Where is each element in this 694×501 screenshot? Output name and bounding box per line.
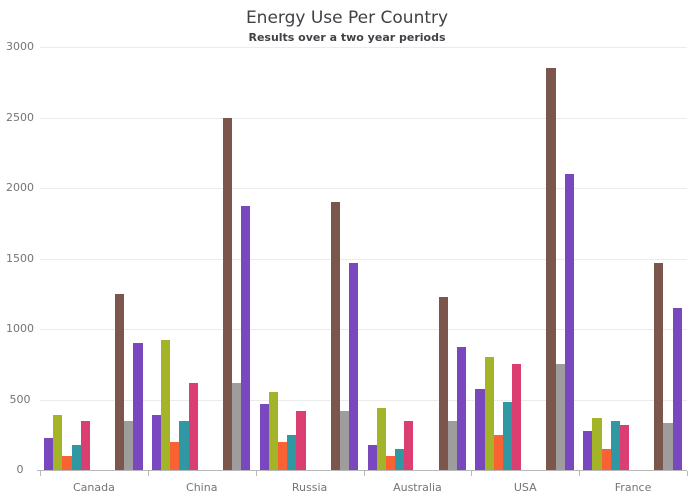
bar-france-teal: [610, 420, 620, 470]
y-axis-label-3000: 3000: [6, 40, 34, 53]
bar-usa-gray: [555, 364, 565, 470]
y-axis-label-1000: 1000: [6, 322, 34, 335]
bar-france-purple-b: [672, 307, 682, 470]
x-axis-tick: [255, 471, 257, 476]
bar-canada-pink: [80, 420, 90, 470]
bar-canada-brown: [115, 293, 125, 470]
x-axis-tick: [147, 471, 149, 476]
y-axis-label-1500: 1500: [6, 251, 34, 265]
y-axis-label-0: 0: [16, 463, 24, 476]
x-axis-line: [37, 470, 687, 471]
bar-usa-pink: [512, 364, 522, 470]
gridline-500: [40, 399, 687, 401]
bar-canada-orange: [62, 455, 72, 470]
y-axis-label-2000: 2000: [6, 181, 34, 194]
x-axis-label-canada: Canada: [72, 481, 115, 494]
bar-russia-purple-a: [259, 403, 269, 470]
bar-australia-gray: [447, 420, 457, 470]
bar-australia-olive: [376, 407, 386, 470]
bar-usa-olive: [484, 357, 494, 470]
bar-china-teal: [179, 420, 189, 470]
y-axis-label-2500: 2500: [6, 110, 34, 124]
x-axis-tick: [40, 471, 41, 476]
bar-france-brown: [654, 262, 664, 470]
bar-canada-purple-a: [44, 437, 54, 470]
bar-china-olive: [161, 340, 171, 470]
gridline-1000: [40, 329, 687, 330]
bar-china-purple-b: [241, 206, 251, 470]
x-axis-tick: [579, 471, 581, 476]
x-axis-label-russia: Russia: [291, 481, 328, 494]
x-axis-tick: [687, 471, 688, 476]
bar-russia-olive: [268, 392, 279, 470]
bar-china-brown: [222, 117, 233, 470]
gridline-1500: [40, 258, 687, 260]
bar-france-orange: [601, 448, 611, 470]
gridline-2500: [40, 117, 687, 119]
x-axis-label-australia: Australia: [393, 481, 442, 494]
x-axis-label-usa: USA: [513, 481, 537, 494]
y-axis-label-500: 500: [9, 392, 31, 406]
bar-france-purple-a: [583, 430, 593, 470]
bar-china-orange: [170, 441, 180, 470]
chart-title: Energy Use Per Country: [245, 8, 449, 28]
x-axis-tick: [471, 471, 473, 476]
bar-usa-purple-b: [564, 173, 574, 470]
bar-russia-gray: [339, 410, 350, 470]
bar-russia-orange: [278, 441, 288, 470]
bar-australia-purple-b: [456, 347, 467, 470]
chart-subtitle: Results over a two year periods: [248, 31, 446, 44]
bar-france-pink: [619, 424, 630, 470]
bar-china-gray: [232, 382, 242, 470]
bar-usa-teal: [502, 402, 513, 470]
bar-australia-purple-a: [367, 444, 377, 470]
bar-canada-purple-b: [133, 343, 143, 470]
bar-usa-orange: [493, 434, 503, 470]
bar-russia-brown: [330, 202, 340, 470]
bar-australia-teal: [395, 448, 405, 470]
bar-australia-orange: [385, 455, 396, 470]
bar-china-pink: [188, 382, 198, 470]
bar-china-purple-a: [151, 415, 162, 470]
gridline-3000: [40, 47, 687, 48]
bar-canada-olive: [53, 415, 63, 470]
bar-russia-teal: [287, 434, 297, 470]
x-axis-tick: [363, 471, 365, 476]
bar-russia-pink: [296, 410, 306, 470]
bar-canada-teal: [71, 444, 81, 470]
bar-france-olive: [592, 417, 602, 470]
gridline-2000: [40, 188, 687, 189]
x-axis-label-china: China: [186, 481, 218, 494]
bar-australia-pink: [404, 420, 414, 470]
bar-canada-gray: [124, 420, 134, 470]
bar-usa-purple-a: [475, 388, 485, 470]
bar-france-gray: [663, 423, 673, 470]
bar-russia-purple-b: [349, 262, 359, 470]
bar-australia-brown: [438, 296, 448, 470]
bar-usa-brown: [546, 68, 556, 470]
x-axis-label-france: France: [614, 481, 652, 494]
